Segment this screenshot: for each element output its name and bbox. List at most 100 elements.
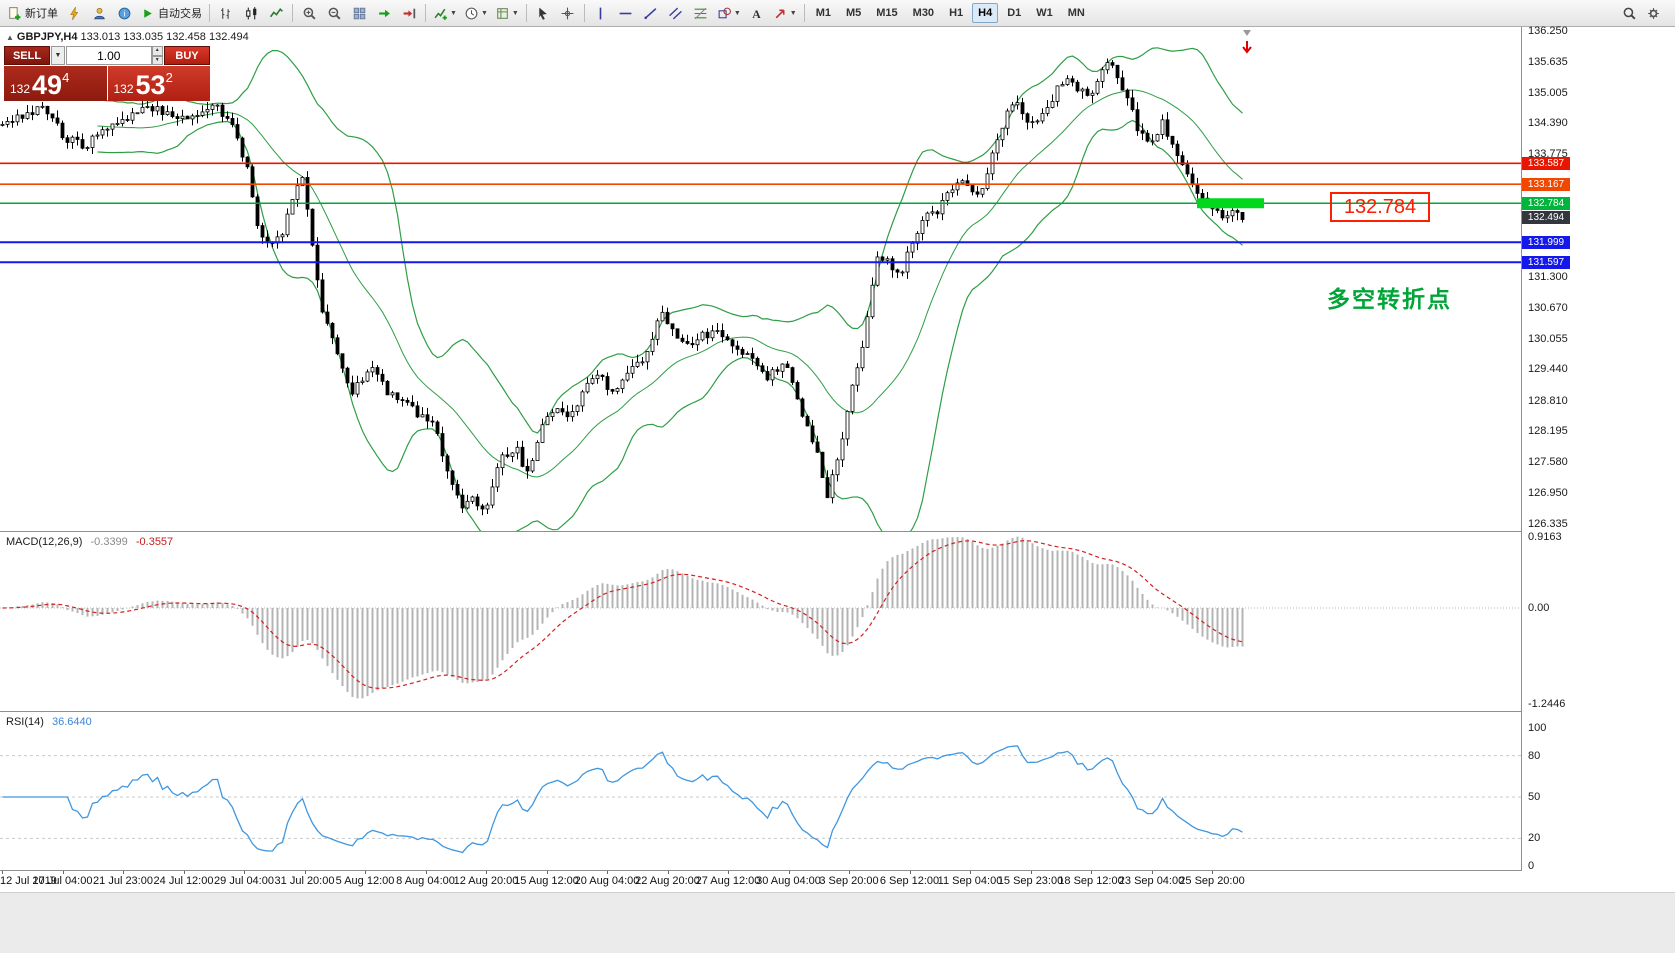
candle-body <box>1060 84 1065 87</box>
timeframe-h1-button[interactable]: H1 <box>943 3 969 23</box>
candle-body <box>465 500 470 509</box>
profile-button[interactable] <box>87 2 111 24</box>
auto-scroll-button[interactable] <box>372 2 396 24</box>
search-button[interactable] <box>1617 2 1641 24</box>
time-axis[interactable]: 12 Jul 2019 17 Jul 04:00 21 Jul 23:00 24 Ju… <box>0 871 1675 891</box>
volume-input[interactable] <box>66 46 152 65</box>
candle-body <box>575 405 580 412</box>
grid-icon <box>353 7 365 19</box>
price-axis-label: -1.2446 <box>1528 697 1566 710</box>
auto-trading-button[interactable]: 自动交易 <box>137 2 205 24</box>
candle-body <box>1185 164 1190 175</box>
price-axis[interactable]: 136.250 135.635 135.005 134.390 133.775 131.3… <box>1521 25 1675 872</box>
candle-body <box>790 367 795 383</box>
candle-body <box>390 392 395 396</box>
cursor-button[interactable] <box>531 2 555 24</box>
timeframe-w1-button[interactable]: W1 <box>1030 3 1059 23</box>
templates-button[interactable]: ▼ <box>492 2 522 24</box>
price-axis-label: 128.195 <box>1528 425 1568 438</box>
candle-body <box>645 351 650 363</box>
timeframe-mn-button[interactable]: MN <box>1062 3 1091 23</box>
macd-indicator-panel[interactable] <box>0 532 1521 711</box>
order-options-caret[interactable]: ▼ <box>51 46 65 65</box>
timeframe-m1-button[interactable]: M1 <box>810 3 837 23</box>
macd-name: MACD(12,26,9) <box>6 536 83 548</box>
time-axis-label: 6 Sep 12:00 <box>879 875 940 887</box>
candle-body <box>805 415 810 427</box>
red-arrow-object[interactable] <box>1242 41 1252 54</box>
volume-up-button[interactable]: ▲ <box>151 46 163 56</box>
panel-separator[interactable] <box>0 711 1675 712</box>
arrows-button[interactable]: ▼ <box>770 2 800 24</box>
zoom-out-button[interactable] <box>322 2 346 24</box>
candle-body <box>1085 88 1090 96</box>
rsi-indicator-panel[interactable] <box>0 712 1521 870</box>
buy-price-button[interactable]: 132 53 2 <box>107 66 210 101</box>
timeframe-m30-button[interactable]: M30 <box>907 3 940 23</box>
fibonacci-button[interactable] <box>689 2 713 24</box>
chart-shift-marker[interactable] <box>1243 30 1251 36</box>
price-axis-label: 134.390 <box>1528 117 1568 130</box>
settings-button[interactable] <box>1641 2 1665 24</box>
candle-body <box>635 361 640 367</box>
candle-body <box>520 446 525 467</box>
sell-button[interactable]: SELL <box>4 46 50 65</box>
macd-label: MACD(12,26,9) -0.3399 -0.3557 <box>6 536 173 548</box>
sell-price-button[interactable]: 132 49 4 <box>4 66 107 101</box>
candle-body <box>100 129 105 136</box>
new-order-button[interactable]: 新订单 <box>4 2 61 24</box>
expert-advisors-button[interactable] <box>62 2 86 24</box>
macd-signal-line <box>2 540 1243 689</box>
timeframe-m15-button[interactable]: M15 <box>870 3 903 23</box>
candle-body <box>1235 210 1240 213</box>
candle-body <box>780 363 785 372</box>
buy-button[interactable]: BUY <box>164 46 210 65</box>
timeframe-d1-button[interactable]: D1 <box>1001 3 1027 23</box>
volume-down-button[interactable]: ▼ <box>151 55 163 65</box>
note-annotation-text[interactable]: 多空转折点 <box>1327 286 1452 312</box>
timeframe-h4-button[interactable]: H4 <box>972 3 999 23</box>
time-axis-tick <box>62 871 64 874</box>
candle-body <box>550 412 555 417</box>
price-annotation-box[interactable]: 132.784 <box>1330 192 1430 222</box>
price-axis-label: 127.580 <box>1528 455 1568 468</box>
crosshair-button[interactable] <box>556 2 580 24</box>
vertical-line-button[interactable] <box>589 2 613 24</box>
candle-body <box>330 322 335 339</box>
indicators-button[interactable]: ▼ <box>430 2 460 24</box>
candle-body <box>1025 113 1030 123</box>
candle-body <box>215 104 220 107</box>
bollinger-band-line <box>97 47 1243 434</box>
buy-price-big: 53 <box>135 70 166 100</box>
candle-body <box>1200 193 1205 199</box>
panel-separator[interactable] <box>0 531 1675 532</box>
time-axis-tick <box>909 871 911 874</box>
price-axis-label: 0.00 <box>1528 602 1550 614</box>
candle-body <box>190 115 195 120</box>
periods-button[interactable]: ▼ <box>461 2 491 24</box>
candle-body <box>560 408 565 413</box>
candle-body <box>515 446 520 454</box>
arrowsym-icon <box>775 8 785 18</box>
price-chart[interactable] <box>0 27 1521 531</box>
chart-shift-button[interactable] <box>397 2 421 24</box>
trendline-button[interactable] <box>639 2 663 24</box>
candle-body <box>525 465 530 472</box>
highlight-segment-object[interactable] <box>1197 198 1264 209</box>
candle-body <box>380 373 385 382</box>
line-chart-button[interactable] <box>264 2 288 24</box>
data-window-button[interactable]: i <box>112 2 136 24</box>
candle-body <box>505 454 510 457</box>
macd-signal-value: -0.3557 <box>135 536 174 548</box>
tile-windows-button[interactable] <box>347 2 371 24</box>
candle-body <box>850 384 855 412</box>
text-button[interactable]: A <box>745 2 769 24</box>
horizontal-line-button[interactable] <box>614 2 638 24</box>
rsi-line <box>2 745 1243 854</box>
timeframe-m5-button[interactable]: M5 <box>840 3 867 23</box>
shapes-button[interactable]: ▼ <box>714 2 744 24</box>
candlestick-chart-button[interactable] <box>239 2 263 24</box>
channel-button[interactable] <box>664 2 688 24</box>
bar-chart-button[interactable] <box>214 2 238 24</box>
zoom-in-button[interactable] <box>297 2 321 24</box>
